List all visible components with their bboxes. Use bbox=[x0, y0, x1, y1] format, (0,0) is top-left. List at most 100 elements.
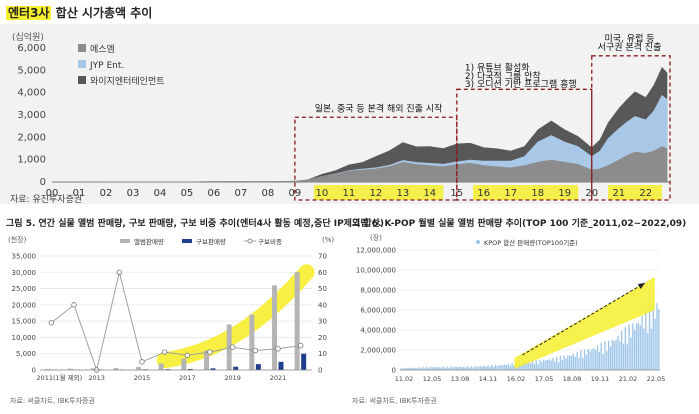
fig6-bar bbox=[418, 367, 420, 370]
fig6-bar bbox=[448, 367, 450, 370]
fig6-bar bbox=[465, 367, 467, 370]
fig6-bar bbox=[442, 366, 445, 370]
top-x-tick-label: 22 bbox=[639, 188, 652, 199]
top-x-tick-label: 11 bbox=[342, 188, 355, 199]
fig6-bar bbox=[507, 363, 510, 370]
fig6-bar bbox=[427, 367, 430, 370]
fig5-bar-album bbox=[181, 358, 187, 370]
fig6-bar bbox=[598, 351, 601, 370]
top-x-tick-label: 13 bbox=[396, 188, 409, 199]
fig5-bar-old bbox=[255, 364, 261, 370]
fig5-y2-tick-label: 0 bbox=[318, 367, 322, 375]
fig6-bar bbox=[444, 368, 446, 370]
fig6-bar bbox=[621, 330, 623, 370]
fig5-y-tick-label: 10,000 bbox=[12, 334, 37, 342]
fig5-bar-album bbox=[249, 314, 255, 370]
fig6-bar bbox=[645, 309, 647, 370]
top-x-tick-label: 05 bbox=[181, 188, 194, 199]
fig6-bar bbox=[494, 364, 497, 370]
fig5-y2-tick-label: 50 bbox=[318, 285, 327, 293]
fig6-x-tick-label: 11.02 bbox=[395, 375, 414, 383]
fig5-x-tick-label: 2011(1월 제외) bbox=[36, 373, 82, 382]
fig6-bar bbox=[617, 335, 619, 370]
fig6-bar bbox=[615, 339, 617, 370]
fig6-bar bbox=[450, 366, 452, 370]
fig6-bar bbox=[420, 368, 422, 370]
fig6-bar-chart: (장) 0 2,000,000 4,000,000 6,000,000 8,000,000… bbox=[356, 233, 665, 383]
fig6-bar bbox=[643, 328, 645, 370]
fig6-bar bbox=[492, 366, 495, 370]
fig6-bar bbox=[474, 366, 476, 370]
top-x-tick-label: 14 bbox=[423, 188, 436, 199]
top-period-highlight bbox=[472, 185, 579, 200]
top-chart-title: 엔터3사 합산 시가총액 추이 bbox=[6, 4, 152, 21]
fig5-legend-label: 구보비중 bbox=[258, 237, 282, 246]
fig6-bar bbox=[583, 349, 586, 370]
fig6-bar bbox=[496, 365, 498, 370]
fig6-trend-arrow-head bbox=[637, 283, 645, 289]
fig6-y-tick-label: 12,000,000 bbox=[356, 247, 396, 255]
fig6-bar bbox=[652, 303, 654, 370]
fig6-trend-arrow bbox=[522, 282, 646, 356]
fig6-bar bbox=[468, 367, 471, 370]
fig5-ratio-point bbox=[71, 302, 77, 308]
fig6-bar bbox=[457, 366, 459, 370]
fig5-ylabel: (천장) bbox=[8, 235, 27, 244]
fig6-bar bbox=[504, 364, 506, 370]
top-y-tick-label: 3,000 bbox=[17, 110, 46, 121]
fig6-bar bbox=[647, 332, 649, 370]
fig5-ratio-point bbox=[161, 349, 168, 355]
fig6-x-tick-label: 21.02 bbox=[619, 375, 638, 383]
top-series-jyp-area bbox=[52, 94, 668, 182]
fig5-y2-tick-label: 40 bbox=[318, 301, 327, 309]
top-legend-yg-label: 와이지엔터테인먼트 bbox=[90, 75, 165, 87]
fig6-bar bbox=[466, 366, 469, 370]
top-annotation-west-2: 서구권 본격 진출 bbox=[598, 41, 662, 53]
fig6-bar bbox=[544, 360, 547, 370]
fig6-bar bbox=[596, 345, 599, 370]
fig6-bar bbox=[472, 367, 474, 370]
top-series-yg-area bbox=[52, 67, 668, 182]
top-x-tick-label: 21 bbox=[612, 188, 625, 199]
fig6-bar bbox=[609, 346, 612, 370]
fig6-bar bbox=[470, 366, 472, 370]
fig6-bar bbox=[559, 356, 562, 370]
fig6-bar bbox=[635, 323, 638, 370]
top-x-tick-label: 10 bbox=[316, 188, 329, 199]
fig5-bar-album bbox=[45, 369, 51, 370]
fig5-y2-tick-label: 20 bbox=[318, 334, 327, 342]
fig6-bar bbox=[570, 355, 573, 370]
top-y-tick-label: 2,000 bbox=[17, 132, 46, 143]
fig6-bar bbox=[628, 324, 630, 370]
top-area-chart: 0 1,000 2,000 3,000 4,000 5,000 6,000 00 01 02 03 0… bbox=[17, 33, 671, 201]
fig6-y-tick-label: 2,000,000 bbox=[360, 347, 396, 355]
fig6-bar bbox=[424, 368, 426, 370]
fig6-bar bbox=[502, 364, 504, 370]
top-y-tick-label: 1,000 bbox=[17, 155, 46, 166]
fig6-bar bbox=[400, 368, 402, 370]
fig6-bar bbox=[550, 360, 552, 370]
fig6-bar bbox=[589, 351, 591, 370]
fig6-bar bbox=[619, 341, 621, 370]
fig5-bar-old bbox=[233, 366, 239, 370]
fig6-y-tick-label: 4,000,000 bbox=[360, 327, 396, 335]
fig6-trend-highlight bbox=[514, 277, 655, 369]
fig6-bar bbox=[440, 367, 443, 370]
fig6-bar bbox=[431, 367, 433, 370]
fig5-title: 그림 5. 연간 실물 앨범 판매량, 구보 판매량, 구보 비중 추이(엔터4… bbox=[6, 219, 385, 229]
fig6-bar bbox=[591, 349, 593, 370]
top-x-tick-label: 06 bbox=[208, 188, 221, 199]
fig6-title: 그림 6. K-POP 월별 실물 앨범 판매량 추이(TOP 100 기준_2… bbox=[352, 219, 687, 229]
fig6-bar bbox=[602, 354, 604, 370]
fig6-bar bbox=[622, 343, 625, 370]
fig6-x-tick-label: 16.02 bbox=[507, 375, 526, 383]
fig6-bar bbox=[578, 358, 580, 370]
fig5-source: 자료: 써클차트, IBK투자증권 bbox=[10, 397, 95, 405]
fig5-x-tick-label: 2015 bbox=[134, 374, 151, 382]
fig6-y-tick-label: 8,000,000 bbox=[360, 287, 396, 295]
fig6-bar bbox=[556, 357, 558, 370]
fig6-x-tick-label: 18.08 bbox=[563, 375, 582, 383]
fig6-bar bbox=[632, 323, 634, 370]
fig5-bar-album bbox=[272, 285, 277, 370]
fig5-ratio-line bbox=[50, 272, 301, 372]
